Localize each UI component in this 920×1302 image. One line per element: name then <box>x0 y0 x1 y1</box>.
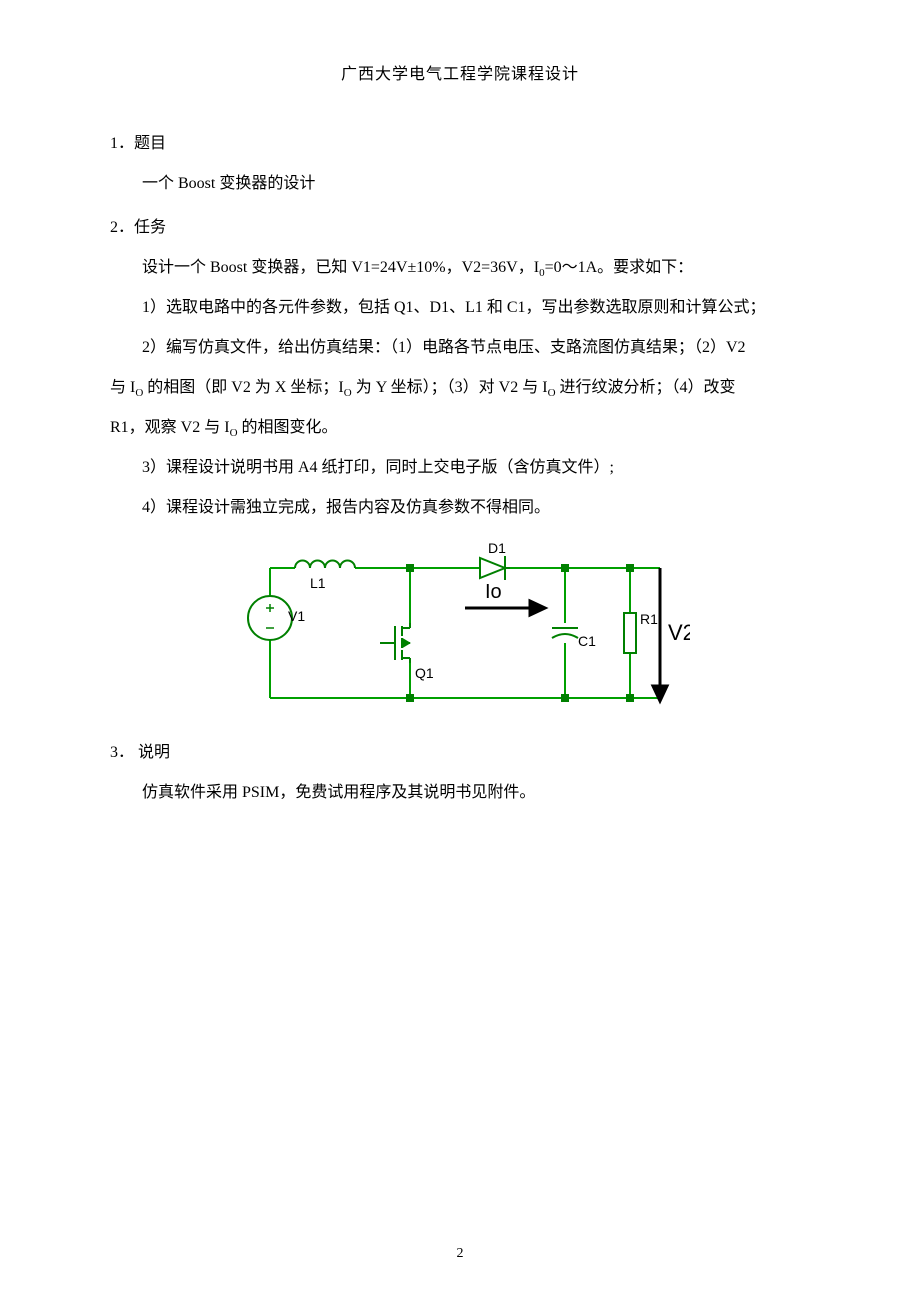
label-v2: V2 <box>668 620 690 645</box>
section-2-item3: 3）课程设计说明书用 A4 纸打印，同时上交电子版（含仿真文件）; <box>110 448 810 488</box>
section-2-item4: 4）课程设计需独立完成，报告内容及仿真参数不得相同。 <box>110 488 810 528</box>
voltage-source-v1 <box>248 596 292 640</box>
section-2-item2-line2: 与 IO 的相图（即 V2 为 X 坐标；IO 为 Y 坐标）；（3）对 V2 … <box>110 368 810 408</box>
s2-i2-l3-a: R1，观察 V2 与 I <box>110 419 230 436</box>
s2-i2-l2-e: 为 Y 坐标）；（3）对 V2 与 I <box>352 379 548 396</box>
s2-i2-l2-f: O <box>548 387 556 399</box>
inductor-l1 <box>295 561 355 569</box>
label-q1: Q1 <box>415 665 434 681</box>
s2-i2-l2-a: 与 I <box>110 379 135 396</box>
label-d1: D1 <box>488 540 506 556</box>
label-r1: R1 <box>640 611 658 627</box>
header-title: 广西大学电气工程学院课程设计 <box>341 66 579 83</box>
s2-i2-l2-c: 的相图（即 V2 为 X 坐标；I <box>143 379 343 396</box>
section-2-item1: 1）选取电路中的各元件参数，包括 Q1、D1、L1 和 C1，写出参数选取原则和… <box>110 288 810 328</box>
page-number: 2 <box>0 1246 920 1262</box>
section-2-item2-line3: R1，观察 V2 与 IO 的相图变化。 <box>110 408 810 448</box>
current-arrow-io <box>465 601 545 615</box>
mosfet-q1 <box>380 623 410 663</box>
label-c1: C1 <box>578 633 596 649</box>
s2-i2-l3-c: 的相图变化。 <box>238 419 338 436</box>
section-1-heading: 1．题目 <box>110 124 810 164</box>
s2-i2-l2-d: O <box>344 387 352 399</box>
s1-body-text: 一个 Boost 变换器的设计 <box>142 175 315 192</box>
label-v1: V1 <box>288 608 305 624</box>
circuit-wires <box>270 568 660 698</box>
diode-d1 <box>480 556 510 580</box>
section-3-body: 仿真软件采用 PSIM，免费试用程序及其说明书见附件。 <box>110 773 810 813</box>
document-content: 1．题目 一个 Boost 变换器的设计 2．任务 设计一个 Boost 变换器… <box>110 124 810 813</box>
section-2-item2-line1: 2）编写仿真文件，给出仿真结果：（1）电路各节点电压、支路流图仿真结果；（2）V… <box>110 328 810 368</box>
resistor-r1 <box>624 613 636 653</box>
s2-intro-prefix: 设计一个 Boost 变换器，已知 V1=24V±10%，V2=36V，I <box>142 259 539 276</box>
section-1-body: 一个 Boost 变换器的设计 <box>110 164 810 204</box>
s2-i2-l3-b: O <box>230 427 238 439</box>
s2-i2-l2-g: 进行纹波分析；（4）改变 <box>556 379 736 396</box>
s2-intro-suffix: =0～1A。要求如下： <box>545 259 694 276</box>
page-header: 广西大学电气工程学院课程设计 <box>110 60 810 84</box>
capacitor-c1 <box>552 628 578 638</box>
label-l1: L1 <box>310 575 326 591</box>
circuit-nodes <box>406 564 634 702</box>
voltage-arrow-v2 <box>653 568 667 701</box>
circuit-diagram-container: V1 L1 D1 Q1 C1 R1 Io V2 <box>110 538 810 718</box>
label-io: Io <box>485 581 502 603</box>
section-2-heading: 2．任务 <box>110 208 810 248</box>
section-3-heading: 3． 说明 <box>110 733 810 773</box>
boost-circuit-diagram: V1 L1 D1 Q1 C1 R1 Io V2 <box>230 538 690 718</box>
section-2-intro: 设计一个 Boost 变换器，已知 V1=24V±10%，V2=36V，I0=0… <box>110 248 810 288</box>
